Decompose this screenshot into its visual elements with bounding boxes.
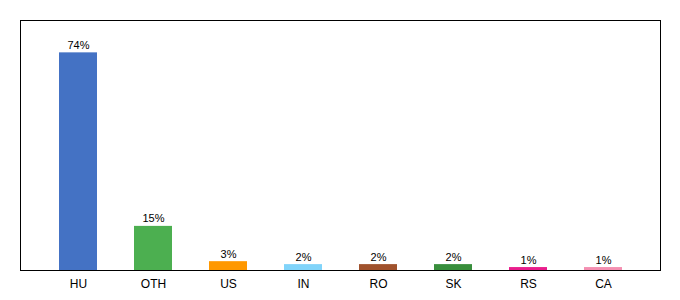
svg-text:1%: 1%	[521, 254, 537, 266]
svg-text:SK: SK	[445, 277, 461, 291]
svg-text:RO: RO	[370, 277, 388, 291]
svg-text:2%: 2%	[296, 251, 312, 263]
svg-text:CA: CA	[595, 277, 612, 291]
svg-text:15%: 15%	[142, 212, 164, 224]
svg-text:1%: 1%	[596, 254, 612, 266]
svg-text:OTH: OTH	[141, 277, 166, 291]
svg-text:US: US	[220, 277, 237, 291]
svg-text:IN: IN	[298, 277, 310, 291]
svg-text:RS: RS	[520, 277, 537, 291]
svg-text:2%: 2%	[446, 251, 462, 263]
svg-text:74%: 74%	[67, 39, 89, 51]
svg-text:3%: 3%	[221, 248, 237, 260]
svg-text:2%: 2%	[371, 251, 387, 263]
svg-text:HU: HU	[70, 277, 87, 291]
